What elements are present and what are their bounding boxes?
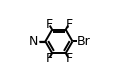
Text: N: N [29,35,38,48]
Text: F: F [65,52,72,65]
Text: Br: Br [76,35,90,48]
Text: F: F [45,52,52,65]
Text: F: F [45,18,52,31]
Text: F: F [65,18,72,31]
